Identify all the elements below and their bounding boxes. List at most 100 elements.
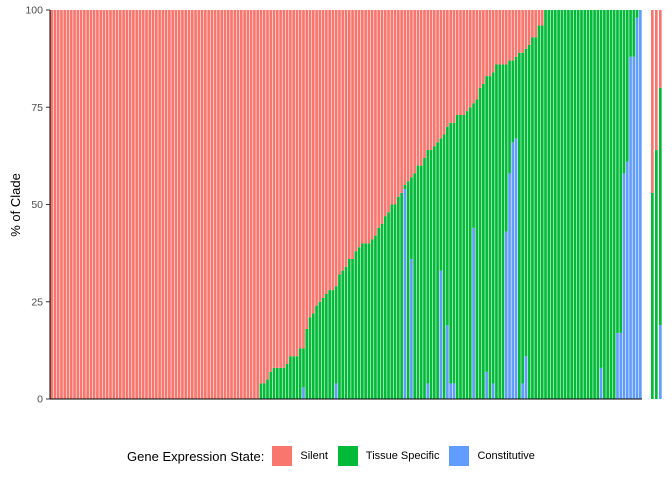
legend-title: Gene Expression State:: [127, 448, 265, 464]
bar-segment-tissue-specific: [504, 64, 508, 232]
bar-segment-silent: [151, 10, 155, 399]
bar-segment-tissue-specific: [468, 107, 472, 399]
bar-segment-tissue-specific: [593, 10, 596, 399]
bar-segment-tissue-specific: [659, 87, 662, 326]
bar-segment-tissue-specific: [475, 99, 479, 399]
bar-segment-tissue-specific: [311, 313, 315, 399]
bar-segment-tissue-specific: [537, 25, 541, 400]
bar-segment-constitutive: [439, 270, 443, 399]
bar-segment-tissue-specific: [446, 126, 449, 326]
bar-segment-constitutive: [616, 332, 619, 399]
bar-segment-silent: [383, 10, 387, 217]
bar-segment-tissue-specific: [390, 204, 394, 399]
bar-segment-silent: [455, 10, 459, 116]
bar-segment-silent: [236, 10, 240, 399]
bar-segment-tissue-specific: [534, 37, 538, 399]
bar-segment-tissue-specific: [292, 356, 296, 399]
bar-segment-silent: [370, 10, 374, 240]
bar-segment-constitutive: [521, 383, 524, 399]
bar-segment-silent: [262, 10, 266, 384]
bar-segment-silent: [364, 10, 367, 244]
bar-segment-tissue-specific: [625, 10, 629, 162]
bar-segment-silent: [305, 10, 309, 329]
bar-segment-tissue-specific: [606, 10, 609, 399]
bar-segment-silent: [344, 10, 348, 267]
bar-segment-tissue-specific: [403, 185, 407, 189]
bar-segment-silent: [442, 10, 446, 135]
bar-segment-silent: [452, 10, 456, 123]
bar-segment-tissue-specific: [540, 25, 544, 400]
bar-segment-tissue-specific: [400, 192, 403, 399]
bar-segment-silent: [390, 10, 394, 205]
bar-segment-silent: [495, 10, 498, 65]
y-tick-label: 75: [31, 102, 43, 114]
bar-segment-silent: [279, 10, 282, 368]
bar-segment-silent: [207, 10, 210, 399]
bar-segment-silent: [122, 10, 125, 399]
bar-segment-silent: [449, 10, 452, 123]
bar-segment-silent: [413, 10, 417, 174]
bar-segment-silent: [459, 10, 462, 116]
bar-segment-constitutive: [426, 383, 430, 399]
bar-segment-silent: [318, 10, 322, 302]
bar-segment-tissue-specific: [383, 216, 387, 399]
bar-segment-silent: [537, 10, 541, 26]
bar-segment-tissue-specific: [518, 52, 521, 399]
bar-segment-silent: [184, 10, 188, 399]
bar-segment-silent: [230, 10, 233, 399]
bar-segment-silent: [92, 10, 96, 399]
bar-segment-tissue-specific: [495, 64, 498, 400]
bar-segment-silent: [213, 10, 217, 399]
bar-segment-silent: [351, 10, 354, 259]
bar-segment-silent: [308, 10, 312, 318]
bar-segment-silent: [651, 10, 654, 193]
bar-segment-constitutive: [504, 231, 508, 399]
bar-segment-silent: [105, 10, 109, 399]
bar-segment-tissue-specific: [328, 290, 331, 399]
bar-segment-tissue-specific: [596, 10, 600, 399]
bar-segment-silent: [249, 10, 253, 399]
bar-segment-silent: [266, 10, 269, 380]
bar-segment-tissue-specific: [331, 290, 335, 399]
bar-segment-silent: [475, 10, 479, 100]
bar-segment-constitutive: [622, 173, 626, 399]
legend-item-constitutive: Constitutive: [449, 446, 535, 466]
bar-segment-tissue-specific: [341, 270, 345, 399]
bar-segment-tissue-specific: [629, 10, 632, 57]
bar-segment-silent: [426, 10, 430, 151]
bar-segment-silent: [76, 10, 80, 399]
bar-segment-tissue-specific: [488, 76, 492, 399]
bar-segment-silent: [171, 10, 174, 399]
bar-segment-silent: [204, 10, 207, 399]
bar-segment-tissue-specific: [413, 173, 417, 399]
bar-segment-silent: [50, 10, 53, 399]
bar-segment-silent: [534, 10, 538, 38]
bar-segment-silent: [328, 10, 331, 291]
bar-segment-tissue-specific: [560, 10, 564, 399]
bar-segment-silent: [145, 10, 148, 399]
bar-segment-silent: [439, 10, 443, 139]
bar-segment-silent: [410, 10, 413, 178]
bar-segment-tissue-specific: [524, 48, 528, 357]
bar-segment-tissue-specific: [547, 10, 551, 399]
bar-segment-tissue-specific: [612, 10, 616, 399]
bar-segment-tissue-specific: [318, 301, 322, 399]
bar-segment-silent: [462, 10, 466, 116]
bar-segment-silent: [164, 10, 168, 399]
bar-segment-tissue-specific: [583, 10, 587, 399]
bar-segment-tissue-specific: [508, 60, 511, 174]
bar-segment-tissue-specific: [279, 367, 282, 399]
bar-segment-silent: [240, 10, 243, 399]
bar-segment-silent: [485, 10, 488, 77]
bar-segment-constitutive: [472, 227, 475, 399]
bar-segment-silent: [338, 10, 341, 275]
bar-segment-silent: [168, 10, 171, 399]
bar-segment-silent: [334, 10, 338, 287]
bar-segment-tissue-specific: [442, 134, 446, 400]
y-tick-label: 100: [25, 5, 43, 17]
bar-segment-tissue-specific: [377, 227, 381, 399]
bar-segment-silent: [86, 10, 89, 399]
bar-segment-silent: [148, 10, 152, 399]
bar-segment-constitutive: [635, 17, 639, 400]
bar-segment-silent: [128, 10, 132, 399]
